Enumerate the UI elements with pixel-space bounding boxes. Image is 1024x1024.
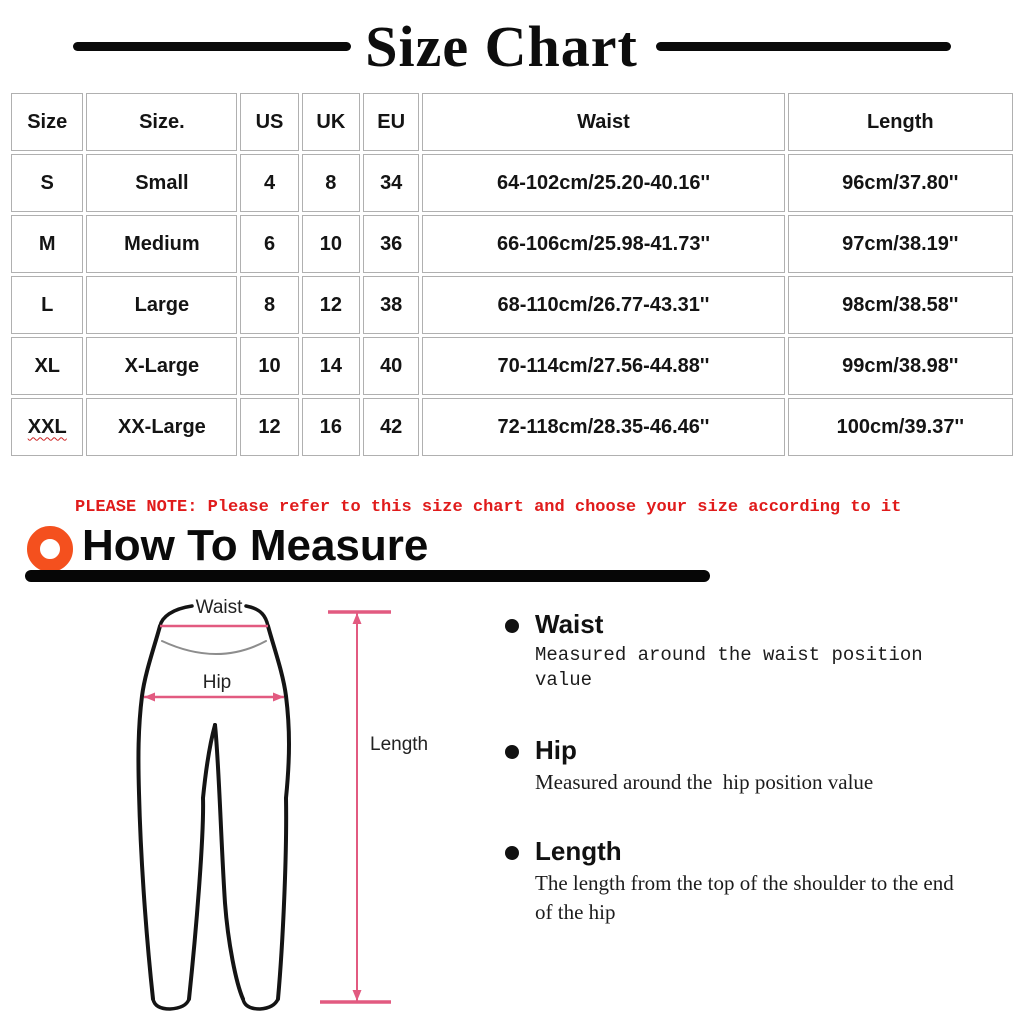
how-to-measure-heading: How To Measure — [82, 521, 429, 570]
ring-icon — [27, 526, 73, 572]
column-header: US — [240, 93, 299, 151]
table-cell: 8 — [240, 276, 299, 334]
item-description: Measured around the hip position value — [535, 770, 874, 795]
table-cell: 42 — [363, 398, 420, 456]
table-cell: 64-102cm/25.20-40.16'' — [422, 154, 785, 212]
table-cell: 8 — [301, 154, 361, 212]
table-cell: 97cm/38.19'' — [787, 215, 1013, 273]
table-cell: 70-114cm/27.56-44.88'' — [422, 337, 785, 395]
table-cell: X-Large — [86, 337, 238, 395]
table-row: S Small 4 8 34 64-102cm/25.20-40.16'' 96cm/37.… — [11, 154, 1013, 212]
table-cell: Large — [86, 276, 238, 334]
table-cell: 34 — [363, 154, 420, 212]
table-row: L Large 8 12 38 68-110cm/26.77-43.31'' 98cm/38… — [11, 276, 1013, 334]
please-note-text: PLEASE NOTE: Please refer to this size c… — [75, 498, 902, 517]
table-cell: M — [11, 215, 84, 273]
diagram-length-label: Length — [370, 734, 428, 755]
size-table: Size Size. US UK EU Waist Length S Small 4 8 34 64-… — [8, 90, 1016, 459]
item-title: Waist — [535, 609, 604, 639]
bullet-icon — [505, 744, 519, 759]
table-row: XL X-Large 10 14 40 70-114cm/27.56-44.88'' 99c… — [11, 337, 1013, 395]
column-header: UK — [301, 93, 361, 151]
pants-outline-icon — [136, 604, 291, 1011]
measure-item-waist: Waist Measured around the waist position… — [505, 610, 965, 694]
bullet-icon — [505, 845, 519, 860]
table-cell: 36 — [363, 215, 420, 273]
item-description: Measured around the waist position value — [535, 643, 935, 692]
diagram-waist-label: Waist — [196, 597, 244, 618]
column-header: Waist — [422, 93, 785, 151]
item-description: The length from the top of the shoulder … — [535, 871, 959, 924]
table-cell: 38 — [363, 276, 420, 334]
column-header: Length — [787, 93, 1013, 151]
table-cell: 66-106cm/25.98-41.73'' — [422, 215, 785, 273]
page-title: Size Chart — [365, 13, 638, 79]
heading-underline-rule — [25, 570, 710, 582]
item-title: Length — [535, 835, 622, 866]
table-cell: Medium — [86, 215, 238, 273]
diagram-hip-label: Hip — [203, 672, 232, 693]
size-table-header: Size Size. US UK EU Waist Length — [11, 93, 1013, 151]
table-cell: 98cm/38.58'' — [787, 276, 1013, 334]
title-rule-right — [655, 41, 951, 51]
table-row: XXL XX-Large 12 16 42 72-118cm/28.35-46.46'' 1… — [11, 398, 1013, 456]
bullet-icon — [505, 619, 519, 633]
table-cell: 96cm/37.80'' — [787, 154, 1013, 212]
table-cell: 99cm/38.98'' — [787, 337, 1013, 395]
item-title: Hip — [535, 734, 577, 765]
table-cell: 6 — [240, 215, 299, 273]
table-cell: 14 — [301, 337, 361, 395]
table-cell: 40 — [363, 337, 420, 395]
table-cell: 12 — [301, 276, 361, 334]
table-cell: Small — [86, 154, 238, 212]
table-cell: 10 — [301, 215, 361, 273]
measurement-arrows — [144, 610, 391, 1004]
pants-measure-diagram: Waist Hip Length — [136, 597, 428, 1011]
table-cell: 4 — [240, 154, 299, 212]
column-header: EU — [363, 93, 420, 151]
measure-item-hip: Hip Measured around the hip position val… — [505, 736, 965, 797]
table-cell: XX-Large — [86, 398, 238, 456]
table-cell: 68-110cm/26.77-43.31'' — [422, 276, 785, 334]
table-cell: XXL — [11, 398, 84, 456]
table-cell: 72-118cm/28.35-46.46'' — [422, 398, 785, 456]
table-cell: 10 — [240, 337, 299, 395]
table-cell: XL — [11, 337, 84, 395]
measure-item-length: Length The length from the top of the sh… — [505, 837, 965, 926]
table-row: M Medium 6 10 36 66-106cm/25.98-41.73'' 97cm/3… — [11, 215, 1013, 273]
column-header: Size — [11, 93, 84, 151]
title-rule-left — [73, 41, 352, 51]
page-header: Size Chart — [0, 6, 1024, 86]
column-header: Size. — [86, 93, 238, 151]
table-cell: 100cm/39.37'' — [787, 398, 1013, 456]
table-cell: L — [11, 276, 84, 334]
table-cell: 12 — [240, 398, 299, 456]
table-cell: S — [11, 154, 84, 212]
measure-definitions: Waist Measured around the waist position… — [505, 610, 965, 926]
table-cell: 16 — [301, 398, 361, 456]
